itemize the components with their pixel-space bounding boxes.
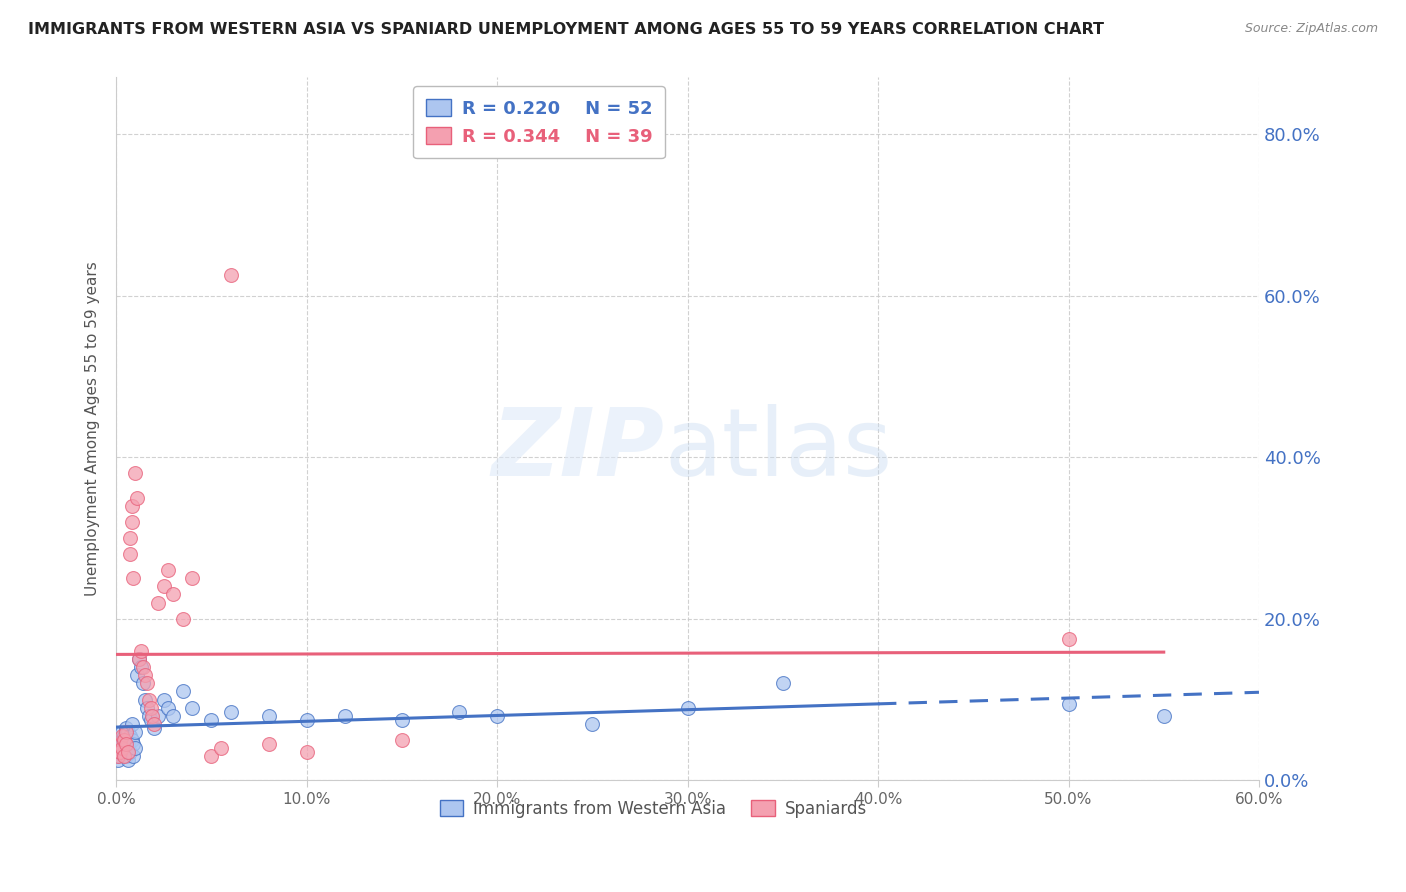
- Point: [1057, 632, 1080, 646]
- Point: [181, 571, 204, 585]
- Point: [139, 713, 162, 727]
- Point: [391, 713, 413, 727]
- Point: [132, 660, 155, 674]
- Point: [257, 708, 280, 723]
- Text: IMMIGRANTS FROM WESTERN ASIA VS SPANIARD UNEMPLOYMENT AMONG AGES 55 TO 59 YEARS : IMMIGRANTS FROM WESTERN ASIA VS SPANIARD…: [28, 22, 1104, 37]
- Point: [111, 737, 134, 751]
- Point: [117, 724, 139, 739]
- Point: [156, 700, 179, 714]
- Point: [581, 716, 603, 731]
- Text: ZIP: ZIP: [492, 404, 665, 496]
- Point: [114, 732, 136, 747]
- Point: [143, 716, 166, 731]
- Point: [391, 732, 413, 747]
- Point: [486, 708, 509, 723]
- Point: [127, 668, 149, 682]
- Point: [124, 741, 146, 756]
- Point: [121, 515, 143, 529]
- Point: [117, 737, 139, 751]
- Point: [153, 579, 176, 593]
- Point: [108, 745, 131, 759]
- Point: [111, 729, 134, 743]
- Point: [114, 737, 136, 751]
- Point: [127, 491, 149, 505]
- Point: [124, 467, 146, 481]
- Point: [156, 563, 179, 577]
- Point: [138, 708, 160, 723]
- Point: [772, 676, 794, 690]
- Point: [107, 749, 129, 764]
- Point: [129, 644, 152, 658]
- Point: [132, 676, 155, 690]
- Point: [135, 700, 157, 714]
- Point: [333, 708, 356, 723]
- Point: [1057, 697, 1080, 711]
- Point: [257, 737, 280, 751]
- Point: [121, 716, 143, 731]
- Point: [118, 745, 141, 759]
- Point: [134, 692, 156, 706]
- Point: [139, 700, 162, 714]
- Point: [108, 745, 131, 759]
- Point: [181, 700, 204, 714]
- Point: [118, 547, 141, 561]
- Point: [162, 587, 184, 601]
- Point: [121, 732, 143, 747]
- Point: [118, 531, 141, 545]
- Point: [295, 713, 318, 727]
- Point: [118, 729, 141, 743]
- Point: [112, 741, 135, 756]
- Point: [138, 692, 160, 706]
- Point: [153, 692, 176, 706]
- Point: [112, 745, 135, 759]
- Point: [172, 612, 194, 626]
- Point: [122, 571, 145, 585]
- Point: [219, 268, 242, 283]
- Point: [112, 729, 135, 743]
- Y-axis label: Unemployment Among Ages 55 to 59 years: Unemployment Among Ages 55 to 59 years: [86, 261, 100, 596]
- Point: [108, 741, 131, 756]
- Point: [676, 700, 699, 714]
- Point: [146, 708, 169, 723]
- Point: [121, 499, 143, 513]
- Point: [200, 713, 222, 727]
- Legend: Immigrants from Western Asia, Spaniards: Immigrants from Western Asia, Spaniards: [433, 793, 873, 825]
- Point: [209, 741, 232, 756]
- Point: [141, 708, 163, 723]
- Point: [135, 676, 157, 690]
- Point: [107, 753, 129, 767]
- Point: [200, 749, 222, 764]
- Point: [108, 737, 131, 751]
- Point: [143, 721, 166, 735]
- Point: [162, 708, 184, 723]
- Point: [114, 721, 136, 735]
- Point: [112, 732, 135, 747]
- Point: [107, 749, 129, 764]
- Point: [111, 732, 134, 747]
- Point: [112, 749, 135, 764]
- Point: [128, 652, 150, 666]
- Point: [128, 652, 150, 666]
- Point: [111, 741, 134, 756]
- Text: atlas: atlas: [665, 404, 893, 496]
- Text: Source: ZipAtlas.com: Source: ZipAtlas.com: [1244, 22, 1378, 36]
- Point: [114, 749, 136, 764]
- Point: [124, 724, 146, 739]
- Point: [111, 724, 134, 739]
- Point: [134, 668, 156, 682]
- Point: [295, 745, 318, 759]
- Point: [117, 753, 139, 767]
- Point: [219, 705, 242, 719]
- Point: [172, 684, 194, 698]
- Point: [122, 749, 145, 764]
- Point: [129, 660, 152, 674]
- Point: [117, 745, 139, 759]
- Point: [114, 724, 136, 739]
- Point: [122, 737, 145, 751]
- Point: [449, 705, 471, 719]
- Point: [146, 596, 169, 610]
- Point: [1153, 708, 1175, 723]
